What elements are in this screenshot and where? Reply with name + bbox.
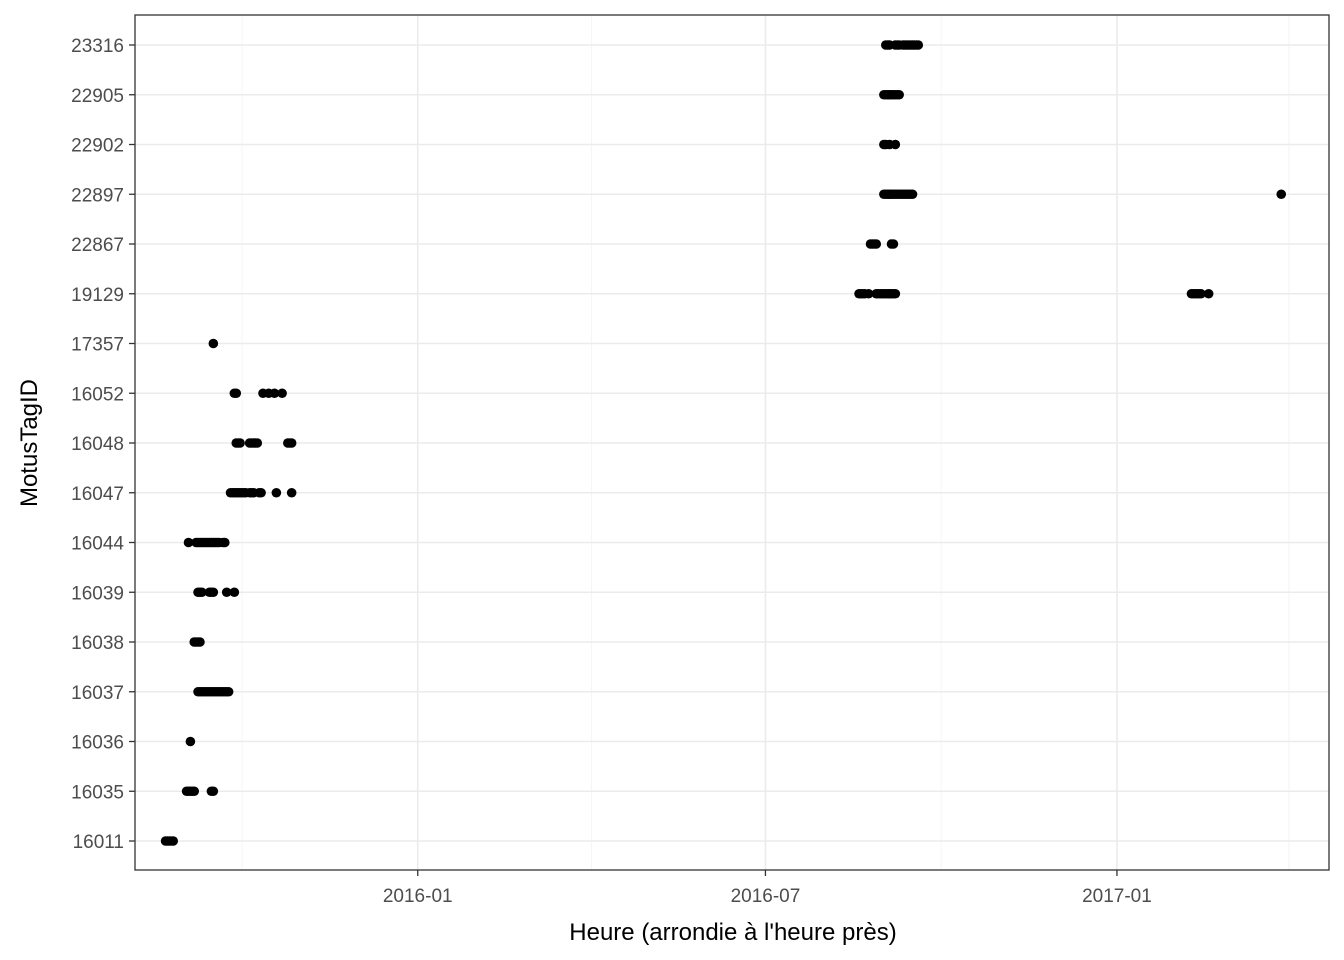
y-tick-label: 16048 [71, 434, 124, 455]
x-tick-label: 2016-01 [383, 886, 453, 907]
y-tick-label: 22902 [71, 136, 124, 157]
data-point [229, 587, 240, 598]
data-point [208, 338, 219, 349]
data-point [890, 288, 901, 299]
data-point [256, 487, 266, 498]
data-point [269, 388, 280, 399]
data-point [235, 438, 245, 448]
data-point [185, 736, 196, 747]
data-point [1196, 288, 1206, 299]
y-tick-label: 16052 [71, 384, 124, 405]
y-tick-label: 19129 [71, 285, 124, 306]
data-point [271, 487, 282, 498]
points-layer [160, 40, 1287, 846]
y-tick-label: 16037 [71, 683, 124, 704]
data-point [197, 587, 207, 598]
data-point [277, 388, 287, 399]
y-tick-label: 16035 [71, 782, 124, 803]
y-tick-label: 16044 [71, 534, 124, 555]
data-point [907, 189, 918, 200]
y-tick-label: 22867 [71, 235, 124, 256]
data-point [286, 487, 297, 498]
y-tick-label: 16011 [73, 832, 124, 853]
data-point [890, 139, 901, 150]
y-tick-label: 16036 [71, 733, 124, 754]
data-point [183, 537, 194, 548]
data-point [1276, 189, 1287, 200]
data-point [231, 388, 242, 399]
x-axis-title: Heure (arrondie à l'heure près) [569, 919, 896, 946]
data-point [863, 288, 874, 299]
y-tick-label: 22897 [71, 185, 124, 206]
grid-layer [135, 15, 1329, 870]
data-point [219, 537, 230, 548]
data-point [894, 89, 904, 100]
data-point [871, 239, 882, 249]
data-point [221, 587, 232, 598]
y-tick-label: 16039 [71, 583, 124, 604]
y-tick-label: 16038 [71, 633, 124, 654]
data-point [286, 438, 297, 448]
data-point [208, 587, 219, 598]
data-point [168, 836, 179, 846]
data-point [252, 438, 263, 448]
data-point [223, 686, 234, 697]
axis-layer: 16011 16035 16036 16037 16038 16039 16044 16047… [71, 14, 1330, 907]
y-tick-label: 17357 [71, 335, 124, 356]
data-point [913, 40, 924, 50]
data-point [208, 786, 219, 797]
data-point [195, 637, 205, 647]
x-tick-label: 2017-01 [1082, 886, 1152, 907]
x-tick-label: 2016-07 [731, 886, 801, 907]
y-axis-title: MotusTagID [16, 379, 43, 507]
data-point [189, 786, 200, 797]
data-point [888, 239, 899, 249]
y-tick-label: 23316 [71, 36, 124, 57]
data-point [1203, 288, 1214, 299]
y-tick-label: 16047 [71, 484, 124, 505]
y-tick-label: 22905 [71, 86, 124, 107]
